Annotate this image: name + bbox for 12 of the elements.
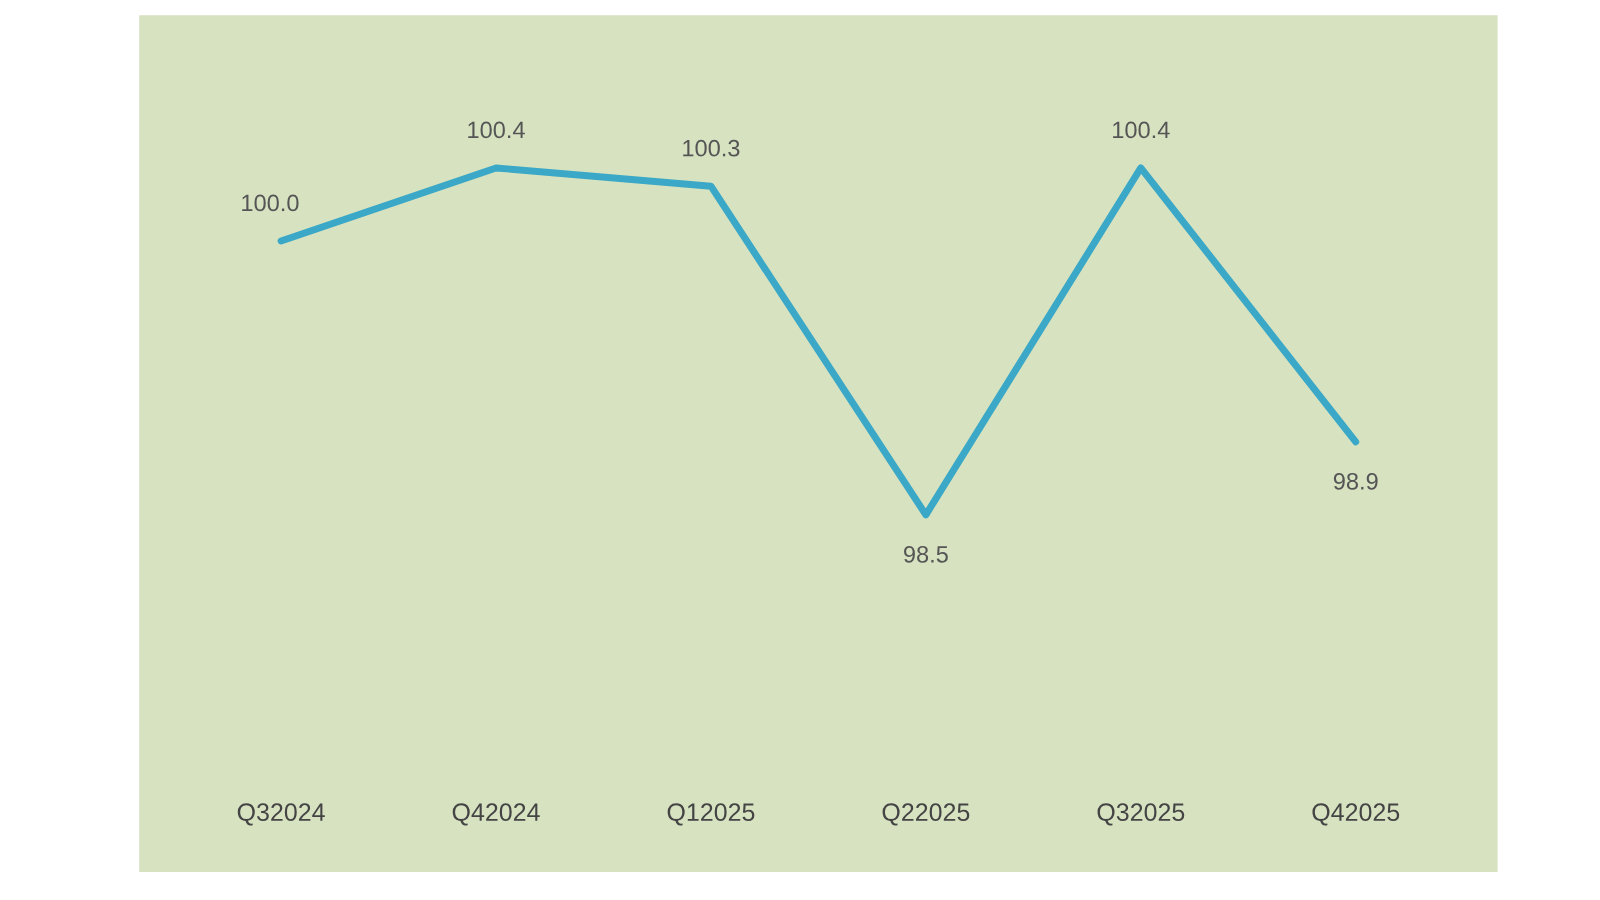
x-tick-label: Q22025: [882, 803, 970, 826]
data-label: 100.4: [1113, 121, 1170, 139]
data-label: 100.3: [683, 139, 740, 157]
data-label: 100.0: [242, 194, 299, 212]
data-label: 100.4: [468, 121, 525, 139]
x-tick-label: Q32024: [237, 803, 325, 826]
x-tick-label: Q32025: [1097, 803, 1185, 826]
data-label: 98.9: [1333, 472, 1378, 490]
data-label: 98.5: [904, 545, 948, 563]
x-tick-label: Q12025: [667, 803, 755, 826]
x-tick-label: Q42025: [1312, 803, 1400, 826]
x-tick-label: Q42024: [452, 803, 540, 826]
